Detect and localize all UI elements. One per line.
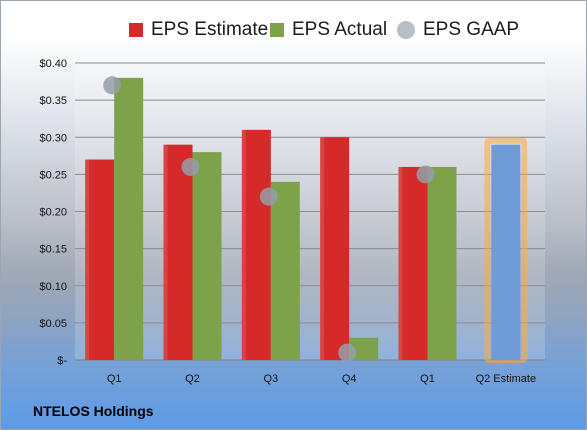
y-tick-label: $0.25 bbox=[39, 169, 67, 181]
legend: EPS Estimate EPS Actual EPS GAAP bbox=[1, 15, 586, 45]
legend-swatch-eps-actual bbox=[270, 23, 284, 37]
legend-swatch-eps-estimate bbox=[129, 23, 143, 37]
point-eps-gaap bbox=[181, 157, 200, 176]
legend-item-eps-estimate: EPS Estimate bbox=[129, 15, 268, 45]
legend-label-eps-estimate: EPS Estimate bbox=[151, 19, 269, 40]
bar-eps-estimate bbox=[241, 129, 271, 360]
x-tick-label: Q3 bbox=[263, 373, 278, 385]
y-tick-label: $0.35 bbox=[39, 95, 67, 107]
bars bbox=[85, 77, 528, 363]
bar-eps-estimate-shade bbox=[320, 137, 325, 360]
bar-eps-estimate-shade bbox=[163, 144, 168, 360]
bar-eps-estimate bbox=[320, 137, 350, 360]
bar-eps-estimate bbox=[398, 166, 428, 360]
y-tick-label: $0.05 bbox=[39, 318, 67, 330]
bar-eps-actual bbox=[192, 152, 222, 360]
point-eps-gaap bbox=[338, 343, 357, 362]
y-axis-ticks: $- $0.05 $0.10 $0.15 $0.20 $0.25 $0.30 $0.35 $0.… bbox=[39, 58, 67, 367]
y-tick-label: $- bbox=[57, 355, 67, 367]
bar-eps-actual bbox=[114, 77, 144, 360]
legend-item-eps-actual: EPS Actual bbox=[270, 15, 387, 45]
bar-eps-estimate bbox=[163, 144, 193, 360]
point-eps-gaap bbox=[416, 165, 435, 184]
y-tick-label: $0.40 bbox=[39, 58, 67, 70]
x-tick-label: Q1 bbox=[420, 373, 435, 385]
x-axis-ticks: Q1 Q2 Q3 Q4 Q1 Q2 Estimate bbox=[107, 373, 536, 385]
legend-swatch-eps-gaap bbox=[397, 21, 415, 39]
bar-eps-actual bbox=[349, 337, 379, 360]
bar-eps-actual bbox=[427, 166, 457, 360]
x-tick-label: Q2 Estimate bbox=[476, 373, 537, 385]
bar-eps-estimate-next bbox=[491, 144, 521, 360]
x-tick-label: Q1 bbox=[107, 373, 122, 385]
point-eps-gaap bbox=[259, 187, 278, 206]
point-eps-gaap bbox=[103, 76, 122, 95]
company-title: NTELOS Holdings bbox=[33, 403, 154, 419]
legend-label-eps-actual: EPS Actual bbox=[292, 19, 388, 40]
x-tick-label: Q4 bbox=[342, 373, 357, 385]
legend-item-eps-gaap: EPS GAAP bbox=[397, 15, 519, 45]
gaap-points bbox=[103, 76, 435, 362]
bar-eps-estimate-shade bbox=[398, 166, 403, 360]
bar-eps-estimate-shade bbox=[85, 159, 90, 360]
y-tick-label: $0.10 bbox=[39, 281, 67, 293]
x-tick-label: Q2 bbox=[185, 373, 200, 385]
bar-eps-estimate bbox=[85, 159, 115, 360]
y-tick-label: $0.15 bbox=[39, 244, 67, 256]
gridlines bbox=[75, 62, 545, 361]
legend-label-eps-gaap: EPS GAAP bbox=[423, 19, 520, 40]
bar-eps-actual bbox=[270, 181, 300, 360]
bar-eps-estimate-shade bbox=[241, 129, 246, 360]
y-tick-label: $0.20 bbox=[39, 207, 67, 219]
y-tick-label: $0.30 bbox=[39, 132, 67, 144]
